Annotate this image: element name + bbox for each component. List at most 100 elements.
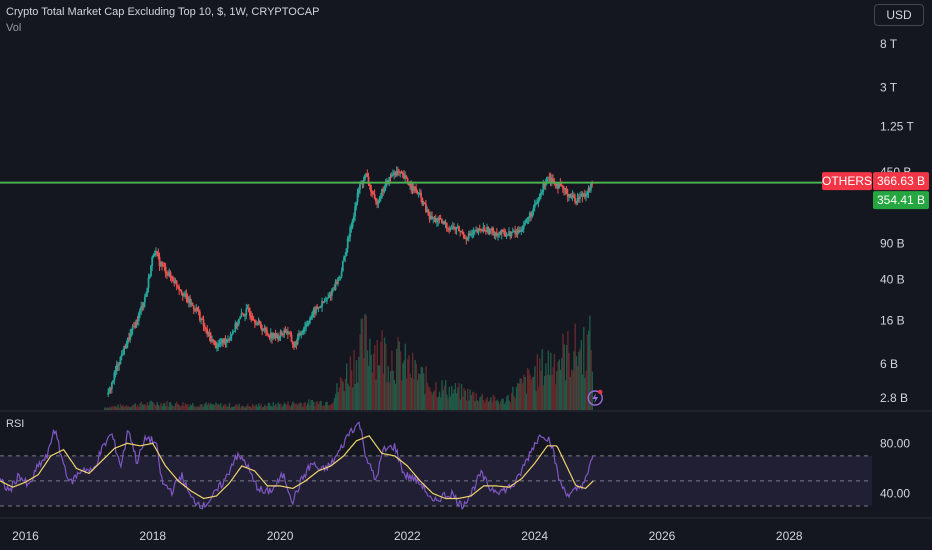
volume-bar (386, 381, 388, 410)
volume-bar (311, 399, 314, 410)
candle-body (536, 202, 539, 204)
volume-bar (118, 407, 121, 410)
candle-body (525, 219, 528, 223)
candle-body (234, 323, 237, 331)
volume-bar (389, 371, 392, 410)
volume-bar (140, 401, 143, 410)
candle-body (222, 338, 224, 344)
last-price-badge (873, 172, 929, 191)
volume-bar (245, 406, 248, 410)
candle-body (489, 228, 492, 231)
candle-body (279, 331, 282, 337)
candle-body (513, 230, 515, 232)
volume-bar (117, 404, 119, 410)
currency-button[interactable]: USD (874, 4, 924, 26)
symbol-tag-text: OTHERS (822, 174, 872, 188)
volume-bar (526, 367, 529, 410)
volume-bar (496, 399, 498, 410)
candle-body (269, 332, 272, 338)
lightning-event-icon[interactable] (587, 390, 603, 406)
volume-indicator-label[interactable]: Vol (6, 22, 22, 34)
candle-body (354, 206, 356, 217)
candle-body (583, 193, 586, 197)
candle-body (202, 319, 205, 326)
candle-body (316, 307, 319, 309)
rsi-moving-average-line (0, 435, 594, 500)
volume-bar (479, 397, 481, 410)
volume-bar (174, 403, 177, 410)
volume-bar (276, 406, 278, 410)
volume-bar (244, 407, 246, 410)
candle-body (250, 315, 253, 318)
volume-bar (220, 403, 222, 410)
candle-body (431, 216, 433, 220)
candle-body (376, 201, 378, 205)
candle-body (255, 322, 257, 325)
candle-body (321, 301, 323, 307)
volume-bar (370, 354, 372, 410)
volume-bar (361, 318, 364, 410)
volume-bar (364, 313, 366, 410)
volume-bar (519, 378, 521, 410)
candle-body (422, 202, 425, 205)
volume-bar (556, 371, 558, 410)
volume-bar (539, 358, 541, 410)
candle-body (482, 227, 485, 232)
volume-bar (517, 383, 519, 410)
volume-bar (550, 352, 552, 410)
candle-body (165, 273, 168, 275)
candle-body (483, 227, 486, 232)
volume-bar (266, 405, 268, 410)
candle-body (491, 228, 493, 231)
volume-bar (272, 402, 275, 410)
candle-body (388, 176, 391, 185)
candle-body (126, 337, 129, 345)
candle-body (533, 203, 536, 208)
volume-bar (233, 406, 235, 410)
volume-bar (154, 404, 156, 410)
volume-bar (583, 327, 585, 410)
candle-body (184, 293, 187, 295)
volume-bar (352, 387, 354, 410)
volume-bar (183, 406, 185, 410)
candle-body (310, 316, 312, 320)
candle-body (220, 338, 223, 343)
volume-bar (337, 391, 339, 410)
volume-bar (166, 400, 168, 410)
candle-body (263, 328, 266, 330)
candle-body (211, 339, 213, 342)
volume-bar (316, 401, 319, 410)
candle-body (379, 197, 382, 199)
candle-body (356, 192, 359, 203)
candle-body (520, 230, 523, 233)
candle-body (436, 220, 438, 223)
candle-body (288, 333, 290, 335)
volume-bar (110, 407, 112, 410)
volume-bar (458, 382, 460, 410)
volume-bar (348, 386, 350, 410)
candle-body (207, 332, 210, 335)
volume-bar (156, 401, 158, 410)
volume-bar (297, 405, 299, 410)
volume-bar (116, 407, 118, 410)
candle-body (560, 185, 563, 187)
volume-bar (491, 402, 493, 410)
candle-body (582, 193, 585, 197)
candle-body (462, 234, 465, 239)
candle-body (296, 337, 299, 345)
volume-bar (331, 403, 333, 410)
volume-bar (141, 404, 144, 410)
volume-bar (404, 343, 407, 410)
volume-bar (236, 404, 238, 410)
candle-body (191, 302, 194, 306)
volume-bar (187, 404, 189, 410)
rsi-pane-label[interactable]: RSI (6, 418, 25, 430)
candle-body (365, 173, 367, 176)
volume-bar (488, 400, 491, 410)
volume-bar (190, 405, 193, 410)
volume-bar (225, 404, 227, 410)
volume-bar (416, 380, 419, 410)
volume-bar (282, 404, 284, 410)
candle-body (286, 331, 289, 334)
